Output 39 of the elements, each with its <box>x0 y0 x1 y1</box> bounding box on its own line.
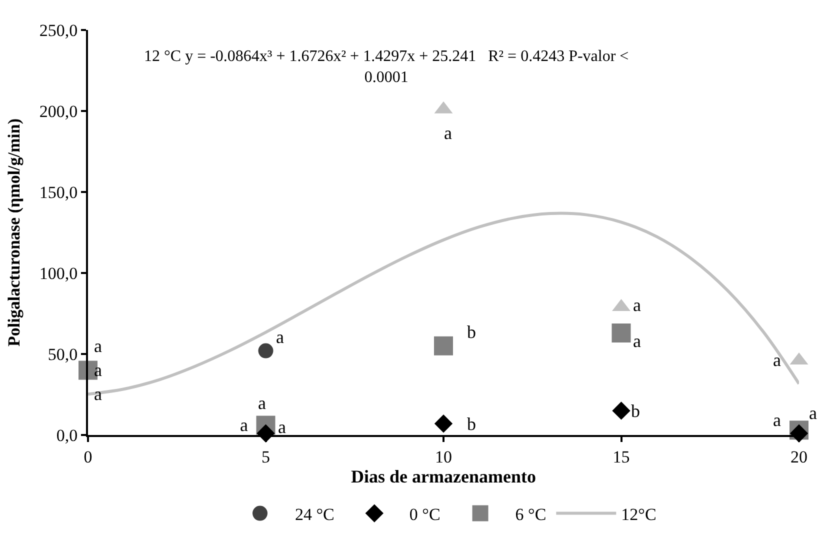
annotation: a <box>94 384 102 404</box>
annotation: a <box>258 393 266 413</box>
annotation: a <box>809 403 817 423</box>
y-axis-title: Poligalacturonase (ηmol/g/min) <box>4 118 24 346</box>
annotation: a <box>278 417 286 437</box>
y-tick-label: 200,0 <box>39 102 78 121</box>
x-tick-label: 0 <box>84 447 92 466</box>
point <box>434 414 453 433</box>
annotation: b <box>467 322 476 342</box>
legend-label: 24 °C <box>295 504 334 524</box>
y-tick-label: 0,0 <box>56 426 78 445</box>
legend-label: 12°C <box>621 504 656 524</box>
x-tick-label: 5 <box>262 447 270 466</box>
point <box>434 336 453 356</box>
x-tick-label: 15 <box>612 447 630 466</box>
annotation: a <box>94 360 102 380</box>
annotation: a <box>276 327 284 347</box>
annotation: a <box>773 350 781 370</box>
x-tick-label: 10 <box>435 447 452 466</box>
y-tick-label: 150,0 <box>39 182 78 202</box>
annotation: b <box>467 414 476 434</box>
y-tick-label: 50,0 <box>48 344 78 364</box>
annotation: a <box>773 410 781 430</box>
x-tick-label: 20 <box>790 447 808 466</box>
annotation: a <box>633 295 641 315</box>
annotation: a <box>240 415 248 435</box>
point <box>612 402 630 420</box>
legend-label: 6 °C <box>515 504 546 524</box>
y-tick-label: 250,0 <box>39 20 78 40</box>
annotation: 12 °C y = -0.0864x³ + 1.6726x² + 1.4297x + 25.241 R² = 0.4243 P-valor < 0.0001 <box>144 48 629 86</box>
x-axis-title: Dias de armazenamento <box>351 466 536 486</box>
annotation: a <box>444 123 452 143</box>
y-tick-label: 100,0 <box>39 264 78 283</box>
legend-label: 0 °C <box>409 504 440 524</box>
annotation: a <box>633 331 641 351</box>
point <box>612 323 631 342</box>
annotation: a <box>94 336 102 356</box>
point <box>258 343 274 358</box>
annotation: b <box>631 401 640 421</box>
